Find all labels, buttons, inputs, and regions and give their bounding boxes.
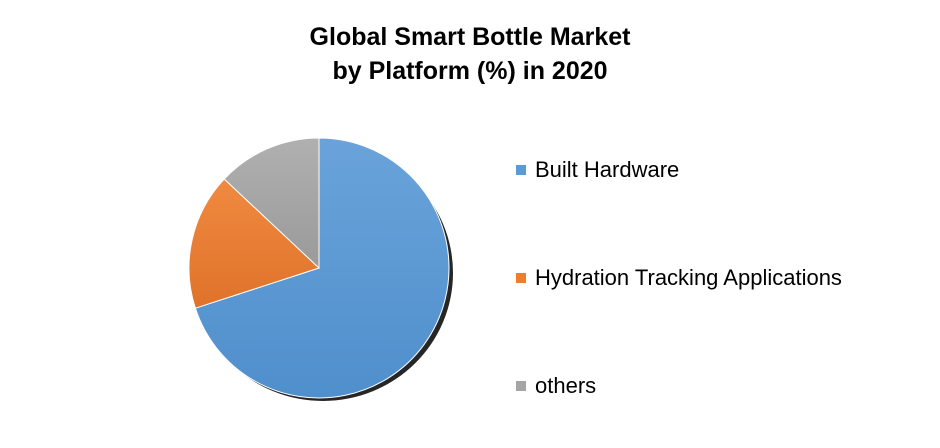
legend-label-others: others	[535, 373, 597, 398]
chart-title: Global Smart Bottle Market by Platform (…	[0, 20, 940, 88]
legend-item-built-hardware: Built Hardware	[516, 156, 679, 184]
legend-label-built-hardware: Built Hardware	[535, 157, 680, 182]
legend-swatch-hydration-tracking	[516, 273, 526, 283]
legend-label-hydration-tracking: Hydration Tracking Applications	[535, 265, 842, 290]
pie-slice-hydration-tracking	[188, 178, 320, 309]
legend-swatch-others	[516, 381, 526, 391]
legend-item-others: others	[516, 372, 596, 400]
pie-slice-built-hardware	[194, 137, 450, 399]
chart-title-line-1: Global Smart Bottle Market	[309, 23, 631, 51]
pie-slices	[188, 137, 450, 399]
chart-title-line-2: by Platform (%) in 2020	[332, 57, 608, 85]
legend-swatch-built-hardware	[516, 165, 526, 175]
legend-item-hydration-tracking: Hydration Tracking Applications	[516, 264, 842, 292]
pie-chart	[188, 137, 453, 401]
pie-slice-others	[223, 137, 320, 270]
